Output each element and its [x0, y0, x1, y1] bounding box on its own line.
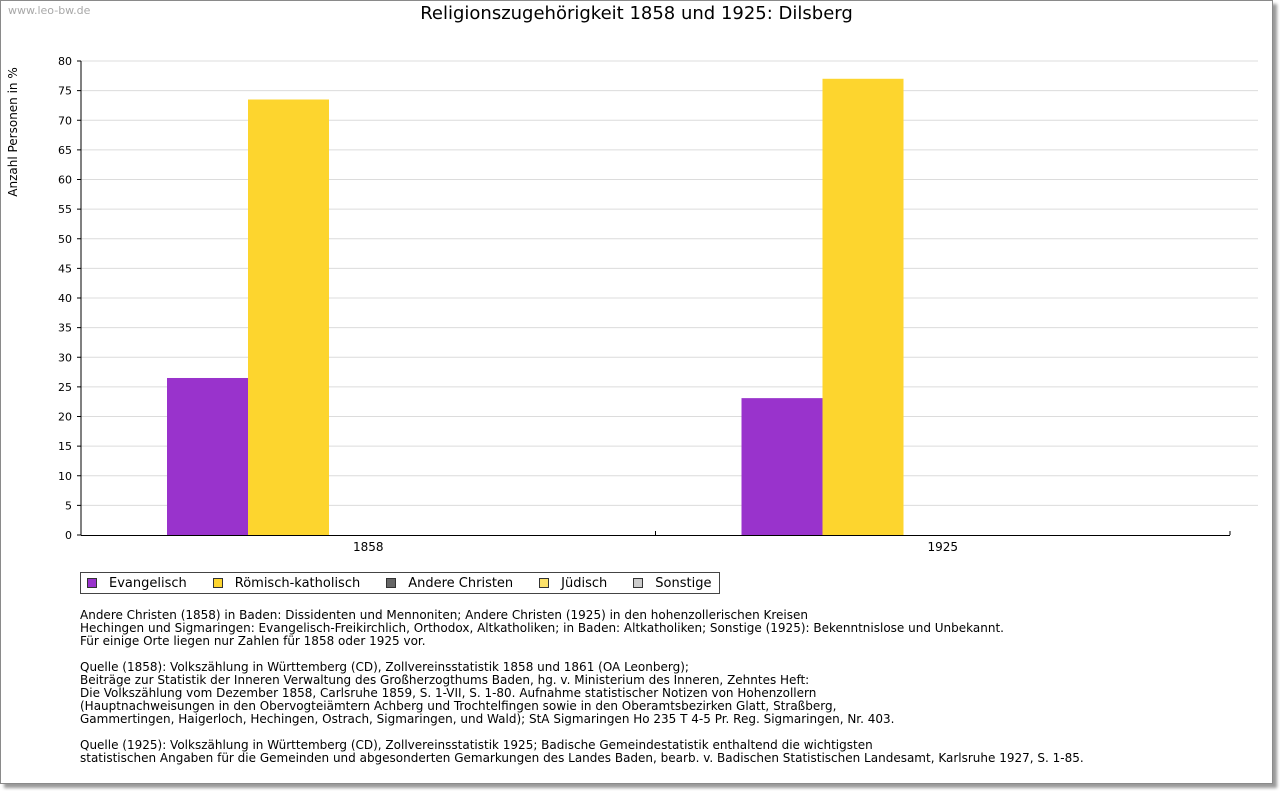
y-tick-label: 60: [58, 174, 72, 187]
notes: Andere Christen (1858) in Baden: Disside…: [80, 609, 1260, 765]
y-tick-label: 20: [58, 411, 72, 424]
legend-item: Römisch-katholisch: [212, 575, 361, 591]
legend-swatch: [539, 578, 550, 588]
bar: [822, 78, 904, 536]
y-tick-label: 70: [58, 114, 72, 127]
y-axis-label: Anzahl Personen in %: [6, 67, 20, 197]
y-tick-label: 55: [58, 203, 72, 216]
bar: [167, 377, 248, 535]
chart-title: Religionszugehörigkeit 1858 und 1925: Di…: [420, 3, 853, 24]
legend-item: Evangelisch: [87, 576, 187, 591]
legend-swatch: [212, 578, 223, 588]
y-tick-label: 75: [58, 85, 72, 98]
legend-label: Evangelisch: [109, 575, 187, 591]
bars: [167, 78, 904, 536]
axes: 0 5 10 15 20 25 30 35 40 45 50 55 60 65 70 75 80 1858 1925: [58, 55, 1231, 554]
legend-item: Jüdisch: [539, 576, 607, 591]
y-tick-label: 10: [58, 470, 72, 483]
y-tick-label: 45: [58, 262, 72, 275]
watermark: www.leo-bw.de: [8, 4, 91, 17]
legend-label: Jüdisch: [561, 575, 608, 591]
legend: Evangelisch Römisch-katholisch Andere Chri…: [80, 572, 721, 594]
legend-item: Andere Christen: [386, 576, 513, 591]
note-source-1858: Quelle (1858): Volkszählung in Württembe…: [80, 660, 895, 726]
y-tick-label: 40: [58, 292, 72, 305]
note-definitions: Andere Christen (1858) in Baden: Disside…: [80, 608, 1004, 648]
y-tick-label: 80: [58, 55, 72, 68]
y-tick-label: 15: [58, 440, 72, 453]
legend-label: Andere Christen: [408, 575, 514, 591]
y-tick-label: 35: [58, 322, 72, 335]
legend-swatch: [386, 578, 397, 588]
legend-swatch: [633, 578, 644, 588]
y-tick-label: 0: [65, 529, 72, 542]
legend-label: Römisch-katholisch: [234, 575, 361, 591]
y-tick-label: 30: [58, 351, 72, 364]
note-source-1925: Quelle (1925): Volkszählung in Württembe…: [80, 738, 1084, 765]
legend-swatch: [87, 578, 97, 588]
bar: [248, 99, 329, 535]
legend-item: Sonstige: [633, 576, 711, 591]
y-tick-label: 25: [58, 381, 72, 394]
legend-label: Sonstige: [655, 575, 712, 591]
y-tick-label: 65: [58, 144, 72, 157]
y-tick-label: 5: [65, 499, 72, 512]
bar: [741, 398, 823, 535]
y-tick-label: 50: [58, 233, 72, 246]
x-tick-label: 1925: [927, 540, 958, 554]
x-tick-label: 1858: [353, 540, 384, 554]
